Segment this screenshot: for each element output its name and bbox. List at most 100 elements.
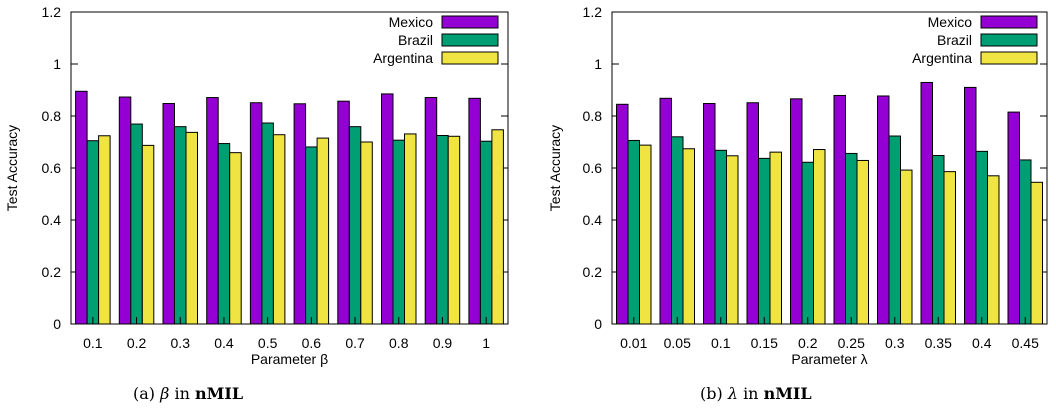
x-tick-label: 1 bbox=[482, 335, 490, 351]
bar-argentina bbox=[447, 135, 461, 325]
x-axis-title: Parameter β bbox=[251, 351, 328, 367]
caption-middle: in bbox=[743, 384, 759, 403]
x-tick-label: 0.2 bbox=[127, 335, 147, 351]
bar-mexico bbox=[746, 102, 759, 325]
y-axis-title: Test Accuracy bbox=[547, 125, 563, 211]
y-tick-label: 1 bbox=[594, 56, 602, 72]
legend-swatch-brazil bbox=[441, 33, 499, 47]
bar-brazil bbox=[758, 157, 771, 325]
x-tick-label: 0.6 bbox=[302, 335, 322, 351]
bar-argentina bbox=[272, 134, 286, 325]
chart-lambda: 0 0.2 0.4 0.6 0.8 1 1.2 0.01 0.05 0.1 0.15 0.2 0.25 0… bbox=[547, 4, 1048, 367]
x-tick-label: 0.4 bbox=[214, 335, 234, 351]
bar-argentina bbox=[404, 133, 417, 325]
bar-brazil bbox=[130, 123, 143, 325]
caption-method: nMIL bbox=[763, 384, 812, 403]
y-tick-label: 0.8 bbox=[42, 108, 62, 124]
bar-brazil bbox=[671, 136, 684, 325]
caption-method: nMIL bbox=[194, 384, 244, 403]
bar-argentina bbox=[639, 144, 652, 325]
bar-brazil bbox=[888, 135, 901, 325]
bar-argentina bbox=[185, 131, 198, 325]
bar-brazil bbox=[627, 139, 640, 325]
legend-label-brazil: Brazil bbox=[398, 32, 433, 48]
bar-argentina bbox=[98, 135, 111, 325]
bar-mexico bbox=[833, 94, 846, 325]
legend-swatch-mexico bbox=[980, 15, 1038, 29]
bar-brazil bbox=[392, 139, 405, 325]
caption-middle: in bbox=[174, 384, 190, 403]
bar-brazil bbox=[305, 146, 318, 325]
bar-argentina bbox=[491, 129, 504, 325]
bar-mexico bbox=[964, 86, 977, 325]
x-tick-label: 0.3 bbox=[171, 335, 191, 351]
x-tick-label: 0.8 bbox=[389, 335, 409, 351]
bar-mexico bbox=[206, 97, 219, 325]
bar-brazil bbox=[174, 126, 187, 325]
y-tick-label: 1.2 bbox=[42, 4, 62, 20]
bar-brazil bbox=[217, 143, 231, 325]
bar-argentina bbox=[987, 175, 1000, 325]
bar-argentina bbox=[360, 141, 373, 325]
bar-brazil bbox=[348, 126, 362, 325]
bar-mexico bbox=[293, 103, 307, 325]
caption-a: (a) β in nMIL bbox=[133, 384, 243, 403]
legend-label-argentina: Argentina bbox=[373, 50, 433, 66]
legend-swatch-mexico bbox=[441, 15, 499, 29]
bar-brazil bbox=[932, 155, 945, 325]
bar-argentina bbox=[682, 148, 695, 325]
caption-prefix: (a) bbox=[133, 384, 156, 403]
bar-argentina bbox=[141, 144, 155, 325]
x-tick-label: 0.35 bbox=[925, 335, 952, 351]
bar-brazil bbox=[1019, 159, 1032, 325]
x-tick-label: 0.9 bbox=[433, 335, 453, 351]
x-tick-label: 0.15 bbox=[751, 335, 778, 351]
bar-mexico bbox=[249, 102, 263, 325]
x-tick-label: 0.3 bbox=[885, 335, 905, 351]
y-tick-label: 1 bbox=[53, 56, 61, 72]
bar-mexico bbox=[659, 97, 672, 325]
bar-mexico bbox=[616, 103, 629, 325]
legend-swatch-argentina bbox=[441, 51, 499, 65]
caption-prefix: (b) bbox=[700, 384, 723, 403]
legend-label-mexico: Mexico bbox=[928, 14, 973, 30]
x-tick-label: 0.45 bbox=[1012, 335, 1039, 351]
bar-brazil bbox=[801, 161, 814, 325]
bar-mexico bbox=[75, 90, 88, 325]
bar-argentina bbox=[769, 151, 782, 325]
caption-symbol: λ bbox=[727, 384, 738, 403]
bar-brazil bbox=[479, 140, 493, 325]
y-tick-label: 0 bbox=[53, 316, 61, 332]
bar-argentina bbox=[813, 149, 826, 325]
bar-mexico bbox=[381, 93, 394, 325]
y-tick-label: 0.2 bbox=[583, 264, 603, 280]
y-tick-label: 0.6 bbox=[42, 160, 62, 176]
legend-label-brazil: Brazil bbox=[937, 32, 972, 48]
y-tick-label: 0.8 bbox=[583, 108, 603, 124]
y-tick-label: 0.6 bbox=[583, 160, 603, 176]
bar-mexico bbox=[790, 98, 803, 325]
bar-brazil bbox=[714, 149, 727, 325]
x-axis-title: Parameter λ bbox=[791, 351, 867, 367]
bar-brazil bbox=[86, 140, 100, 325]
caption-symbol: β bbox=[160, 384, 170, 403]
y-tick-label: 0.2 bbox=[42, 264, 62, 280]
legend-swatch-argentina bbox=[980, 51, 1038, 65]
y-tick-label: 0.4 bbox=[42, 212, 62, 228]
y-tick-label: 0 bbox=[594, 316, 602, 332]
bar-mexico bbox=[877, 95, 890, 325]
x-tick-label: 0.05 bbox=[664, 335, 691, 351]
x-tick-label: 0.1 bbox=[711, 335, 731, 351]
bar-mexico bbox=[337, 100, 350, 325]
bar-brazil bbox=[261, 122, 274, 325]
bar-brazil bbox=[845, 152, 858, 325]
bar-mexico bbox=[468, 97, 481, 325]
plot-frame bbox=[70, 11, 509, 325]
bar-mexico bbox=[1007, 111, 1020, 325]
chart-beta: 0 0.2 0.4 0.6 0.8 1 1.2 0.1 0.2 0.3 0.4 0.5 0.6 0.7 0.… bbox=[4, 4, 509, 367]
bar-brazil bbox=[436, 135, 449, 325]
bar-mexico bbox=[118, 96, 132, 325]
bar-argentina bbox=[943, 171, 956, 325]
bar-argentina bbox=[900, 169, 913, 325]
bar-brazil bbox=[975, 150, 988, 325]
